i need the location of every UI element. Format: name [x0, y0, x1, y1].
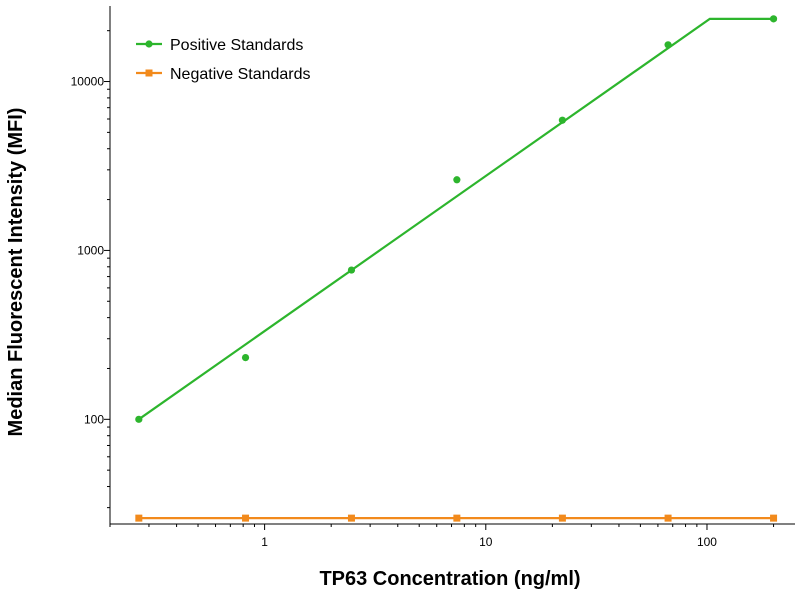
data-point-negative-standards: [558, 514, 566, 522]
x-tick-label: 10: [479, 535, 493, 549]
series-positive-standards: [135, 15, 778, 423]
data-point-positive-standards: [558, 116, 567, 124]
y-tick-label: 1000: [77, 243, 104, 257]
data-point-positive-standards: [241, 353, 250, 362]
data-point-positive-standards: [347, 266, 356, 274]
data-point-positive-standards: [664, 41, 672, 49]
data-point-negative-standards: [664, 514, 672, 522]
data-point-negative-standards: [347, 514, 355, 522]
x-tick-label: 1: [261, 535, 268, 549]
y-tick-label: 10000: [71, 75, 105, 89]
fit-line-positive-standards: [138, 17, 774, 421]
data-point-negative-standards: [242, 514, 250, 522]
axes: 1 10 100 100 1000 10000: [71, 6, 795, 549]
x-axis-title: TP63 Concentration (ng/ml): [319, 568, 580, 590]
legend-label-positive-standards: Positive Standards: [170, 37, 303, 54]
legend-marker-positive-standards: [145, 40, 153, 48]
series-layer: [135, 15, 778, 522]
data-point-negative-standards: [770, 514, 778, 522]
series-negative-standards: [135, 514, 778, 522]
y-tick-label: 100: [84, 412, 104, 426]
legend-item-negative-standards: Negative Standards: [136, 66, 311, 83]
legend-label-negative-standards: Negative Standards: [170, 66, 311, 83]
data-point-positive-standards: [135, 415, 143, 423]
data-point-positive-standards: [453, 176, 461, 184]
data-point-negative-standards: [453, 514, 461, 522]
legend-item-positive-standards: Positive Standards: [136, 37, 303, 54]
data-point-positive-standards: [769, 15, 778, 23]
legend: Positive Standards Negative Standards: [136, 37, 311, 83]
legend-marker-negative-standards: [145, 69, 153, 77]
data-point-negative-standards: [135, 514, 143, 522]
x-tick-label: 100: [697, 535, 717, 549]
y-axis-title: Median Fluorescent Intensity (MFI): [5, 108, 27, 437]
